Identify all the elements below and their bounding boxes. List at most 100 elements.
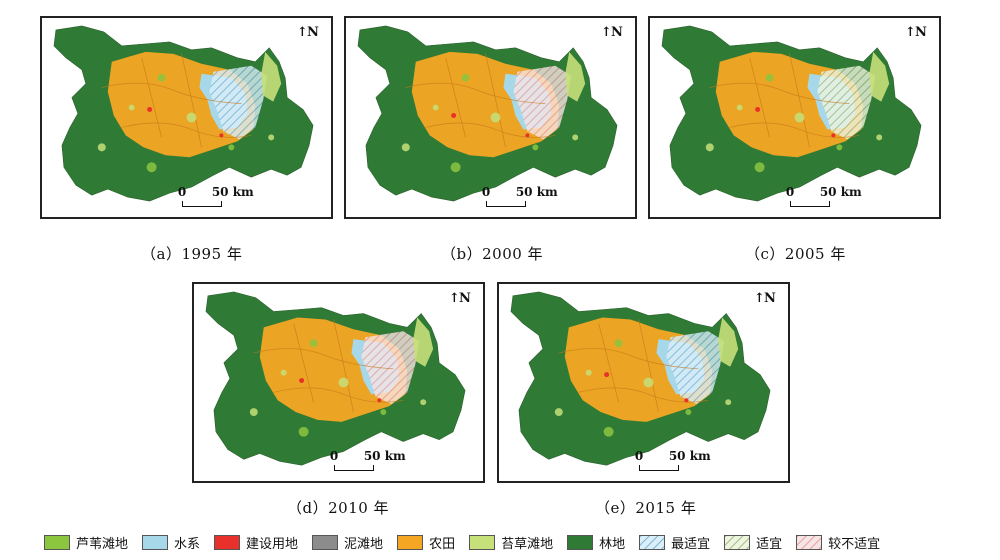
wetland-patch [765, 73, 774, 82]
scale-bar: 0 50 km [330, 449, 420, 475]
legend-swatch [724, 534, 751, 550]
north-arrow: ↑N [754, 292, 776, 305]
boundary-line [273, 387, 404, 403]
wetland-patch [705, 143, 714, 152]
scale-distance-label: 50 km [819, 185, 862, 199]
legend-label: 芦苇滩地 [76, 536, 129, 552]
boundary-line [181, 53, 202, 148]
wetland-patch [554, 408, 563, 416]
sedge-region [413, 317, 434, 367]
wetland-patch [268, 134, 275, 141]
wetland-patch [643, 377, 654, 388]
sedge-region [869, 51, 890, 102]
scale-distance-label: 50 km [668, 449, 711, 463]
boundary-line [425, 122, 556, 138]
boundary-line [121, 122, 252, 138]
built-up-area [451, 113, 457, 118]
land-use-map [357, 25, 618, 202]
legend-label: 农田 [429, 536, 456, 552]
wetland-patch [249, 408, 258, 416]
legend-item-sedge: 苔草滩地 [469, 533, 553, 552]
legend-label: 最适宜 [671, 536, 711, 552]
wetland-patch [228, 144, 235, 151]
wetland-patch [532, 144, 539, 151]
north-arrow-icon: ↑ [905, 25, 916, 40]
scale-bar-line [638, 465, 679, 471]
scale-zero-label: 0 [177, 185, 187, 199]
map-panel-2005: ↑N 0 50 km [648, 16, 941, 219]
built-up-area [219, 133, 224, 138]
scale-bar-line [789, 201, 830, 207]
land-use-map [661, 25, 922, 202]
legend-swatch [469, 534, 496, 550]
map-caption: （c）2005 年 [745, 245, 846, 263]
wetland-patch [186, 112, 197, 123]
map-caption: （e）2015 年 [595, 499, 697, 517]
legend-item-less-suitable: 较不适宜 [796, 533, 880, 552]
wetland-patch [157, 73, 166, 82]
suitability-zone [513, 65, 572, 140]
map-panel-2000: ↑N 0 50 km [344, 16, 637, 219]
legend-item-built: 建设用地 [214, 533, 298, 552]
wetland-patch [490, 112, 501, 123]
north-label: N [611, 25, 623, 40]
wetland-patch [450, 162, 461, 173]
built-up-area [299, 378, 305, 383]
wetland-patch [461, 73, 470, 82]
scale-distance-label: 50 km [363, 449, 406, 463]
wetland-patch [876, 134, 883, 141]
legend-label: 较不适宜 [828, 536, 881, 552]
boundary-line [141, 57, 162, 138]
wetland-patch [280, 369, 287, 376]
boundary-line [333, 319, 354, 413]
wetland-patch [97, 143, 106, 152]
wetland-patch [432, 104, 439, 111]
scale-bar-line [333, 465, 374, 471]
map-legend: 芦苇滩地 水系 建设用地 泥滩地 农田 苔草滩地 林地 最适宜 适宜 较不适宜 [44, 531, 894, 553]
built-up-area [377, 398, 382, 403]
north-arrow: ↑N [297, 26, 319, 39]
north-arrow: ↑N [449, 292, 471, 305]
wetland-patch [794, 112, 805, 123]
boundary-line [293, 323, 314, 403]
north-arrow-icon: ↑ [601, 25, 612, 40]
wetland-patch [685, 409, 692, 416]
scale-bar: 0 50 km [177, 185, 268, 211]
wetland-patch [572, 134, 579, 141]
boundary-line [749, 57, 770, 138]
legend-label: 适宜 [756, 536, 783, 552]
north-arrow-icon: ↑ [297, 25, 308, 40]
scale-bar-line [485, 201, 526, 207]
boundary-line [578, 387, 709, 403]
boundary-line [445, 57, 466, 138]
map-caption: （a）1995 年 [141, 245, 243, 263]
suitability-zone [361, 331, 420, 405]
wetland-patch [146, 162, 157, 173]
wetland-patch [420, 399, 427, 406]
sedge-region [718, 317, 739, 367]
legend-label: 泥滩地 [344, 536, 384, 552]
wetland-patch [401, 143, 410, 152]
scale-distance-label: 50 km [515, 185, 558, 199]
built-up-area [684, 398, 689, 403]
map-caption: （d）2010 年 [287, 499, 390, 517]
scale-bar: 0 50 km [634, 449, 725, 475]
scale-zero-label: 0 [634, 449, 644, 463]
built-up-area [525, 133, 530, 138]
scale-distance-label: 50 km [211, 185, 254, 199]
land-use-map [53, 25, 314, 202]
north-label: N [915, 25, 927, 40]
boundary-line [638, 319, 659, 413]
legend-item-reed: 芦苇滩地 [44, 533, 128, 552]
legend-item-suitable: 适宜 [724, 533, 782, 552]
boundary-line [709, 82, 850, 104]
legend-item-water: 水系 [142, 533, 200, 552]
sedge-region [261, 51, 282, 102]
map-panel-2015: ↑N 0 50 km [497, 282, 790, 483]
boundary-line [598, 323, 619, 403]
legend-swatch [142, 534, 169, 550]
boundary-line [789, 53, 810, 148]
suitability-zone [209, 65, 268, 140]
wetland-patch [754, 162, 765, 173]
legend-label: 水系 [174, 536, 201, 552]
